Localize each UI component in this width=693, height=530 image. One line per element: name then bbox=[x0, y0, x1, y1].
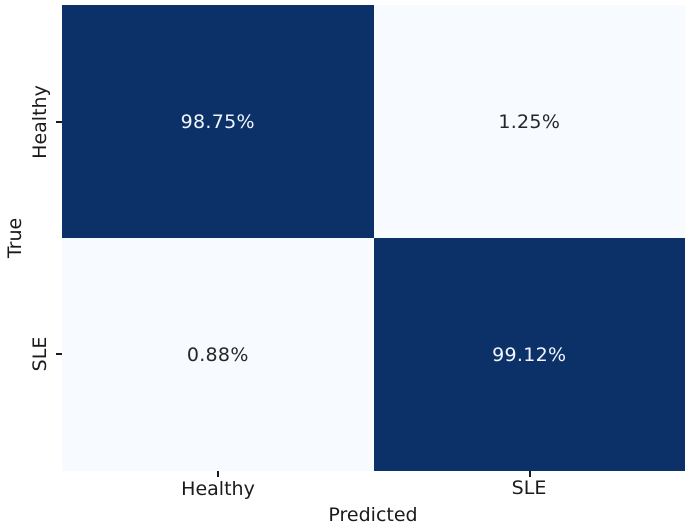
y-axis-label: True bbox=[4, 217, 26, 259]
heatmap-cell-true-sle-pred-healthy: 0.88% bbox=[62, 238, 374, 471]
cell-annotation: 98.75% bbox=[180, 110, 255, 133]
x-tick-label-healthy: Healthy bbox=[181, 478, 255, 500]
cell-annotation: 99.12% bbox=[492, 343, 567, 366]
y-tick-sle bbox=[56, 353, 62, 355]
heatmap-plot-area: 98.75% 1.25% 0.88% 99.12% bbox=[62, 5, 685, 471]
cell-annotation: 0.88% bbox=[186, 343, 249, 366]
x-tick-label-sle: SLE bbox=[511, 477, 547, 499]
y-tick-healthy bbox=[56, 121, 62, 123]
x-tick-healthy bbox=[217, 471, 219, 477]
x-tick-sle bbox=[529, 471, 531, 477]
cell-annotation: 1.25% bbox=[498, 110, 561, 133]
heatmap-cell-true-sle-pred-sle: 99.12% bbox=[373, 238, 685, 471]
y-tick-label-sle: SLE bbox=[29, 336, 51, 372]
x-axis-label: Predicted bbox=[328, 504, 418, 526]
heatmap-cell-true-healthy-pred-healthy: 98.75% bbox=[62, 5, 374, 238]
y-tick-label-healthy: Healthy bbox=[29, 85, 51, 159]
heatmap-cell-true-healthy-pred-sle: 1.25% bbox=[373, 5, 685, 238]
